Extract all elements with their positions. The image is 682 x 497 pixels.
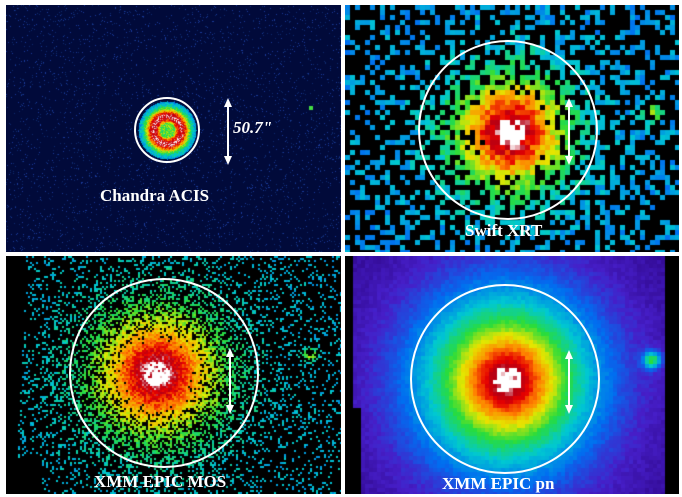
extraction-circle: [410, 284, 600, 474]
panel-swift-xrt: Swift XRT: [345, 5, 679, 252]
xray-image-pn: [345, 256, 679, 494]
xray-image-chandra: [6, 5, 341, 252]
overlay-swift: [418, 40, 598, 220]
instrument-label: XMM EPIC MOS: [94, 472, 227, 491]
extraction-circle: [134, 97, 200, 163]
panel-chandra-acis: 50.7" Chandra ACIS: [6, 5, 341, 252]
scale-arrow: [565, 350, 573, 414]
scale-label: 50.7": [233, 118, 273, 137]
xray-image-swift: [345, 5, 679, 252]
panel-xmm-epic-pn: XMM EPIC pn: [345, 256, 679, 494]
scale-arrow: [226, 348, 234, 414]
overlay-pn: [410, 284, 600, 474]
extraction-circle: [69, 278, 259, 468]
overlay-mos: [69, 278, 259, 468]
instrument-label: Chandra ACIS: [100, 186, 210, 205]
scale-arrow: [565, 98, 573, 165]
instrument-label: XMM EPIC pn: [442, 474, 555, 493]
scale-arrow: [224, 98, 232, 165]
extraction-circle: [418, 40, 598, 220]
panel-xmm-epic-mos: XMM EPIC MOS: [6, 256, 341, 494]
xray-image-mos: [6, 256, 341, 494]
instrument-label: Swift XRT: [465, 221, 543, 240]
overlay-chandra: [134, 97, 232, 165]
